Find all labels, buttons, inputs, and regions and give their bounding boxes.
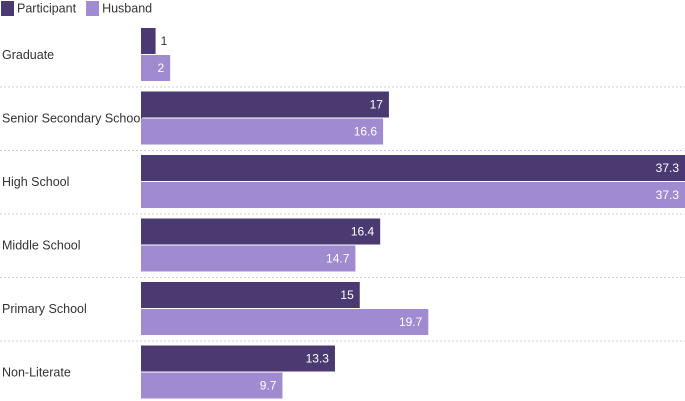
bar-husband-senior-secondary-school <box>141 118 384 145</box>
value-label-participant-non-literate: 13.3 <box>306 352 330 366</box>
category-label-senior-secondary-school: Senior Secondary School <box>2 112 143 126</box>
category-label-primary-school: Primary School <box>2 302 87 316</box>
value-label-husband-senior-secondary-school: 16.6 <box>354 125 378 139</box>
bar-participant-middle-school <box>141 218 381 245</box>
value-label-husband-non-literate: 9.7 <box>260 379 277 393</box>
category-label-non-literate: Non-Literate <box>2 366 71 380</box>
value-label-participant-senior-secondary-school: 17 <box>370 98 384 112</box>
bar-participant-non-literate <box>141 345 335 372</box>
category-labels: Graduate Senior Secondary School High Scho… <box>2 48 143 380</box>
bar-husband-graduate <box>141 55 171 81</box>
legend: Participant Husband <box>1 1 152 16</box>
category-label-middle-school: Middle School <box>2 239 81 253</box>
bar-participant-primary-school <box>141 282 360 308</box>
bars <box>141 28 685 399</box>
value-label-participant-primary-school: 15 <box>340 288 354 302</box>
legend-label-participant: Participant <box>17 2 77 16</box>
value-label-participant-high-school: 37.3 <box>656 161 680 175</box>
bar-participant-senior-secondary-school <box>141 91 389 118</box>
value-labels: 1 2 17 16.6 37.3 37.3 16.414.7 15 19.7 13.3 9.7 <box>157 34 679 393</box>
legend-label-husband: Husband <box>102 2 152 16</box>
value-label-participant-middle-school: 16.4 <box>351 225 375 239</box>
bar-husband-high-school <box>141 182 685 208</box>
category-label-high-school: High School <box>2 175 69 189</box>
legend-swatch-participant <box>1 1 14 16</box>
value-label-husband-primary-school: 19.7 <box>399 315 423 329</box>
bar-husband-primary-school <box>141 309 429 335</box>
category-label-graduate: Graduate <box>2 48 54 62</box>
value-label-participant-graduate: 1 <box>161 34 168 48</box>
bar-participant-high-school <box>141 155 685 181</box>
value-label-husband-middle-school: 14.7 <box>326 252 350 266</box>
legend-swatch-husband <box>86 1 100 16</box>
bar-participant-graduate <box>141 28 156 54</box>
value-label-husband-graduate: 2 <box>157 61 164 75</box>
bar-husband-middle-school <box>141 245 356 272</box>
bar-husband-non-literate <box>141 372 283 399</box>
value-label-husband-high-school: 37.3 <box>656 188 680 202</box>
